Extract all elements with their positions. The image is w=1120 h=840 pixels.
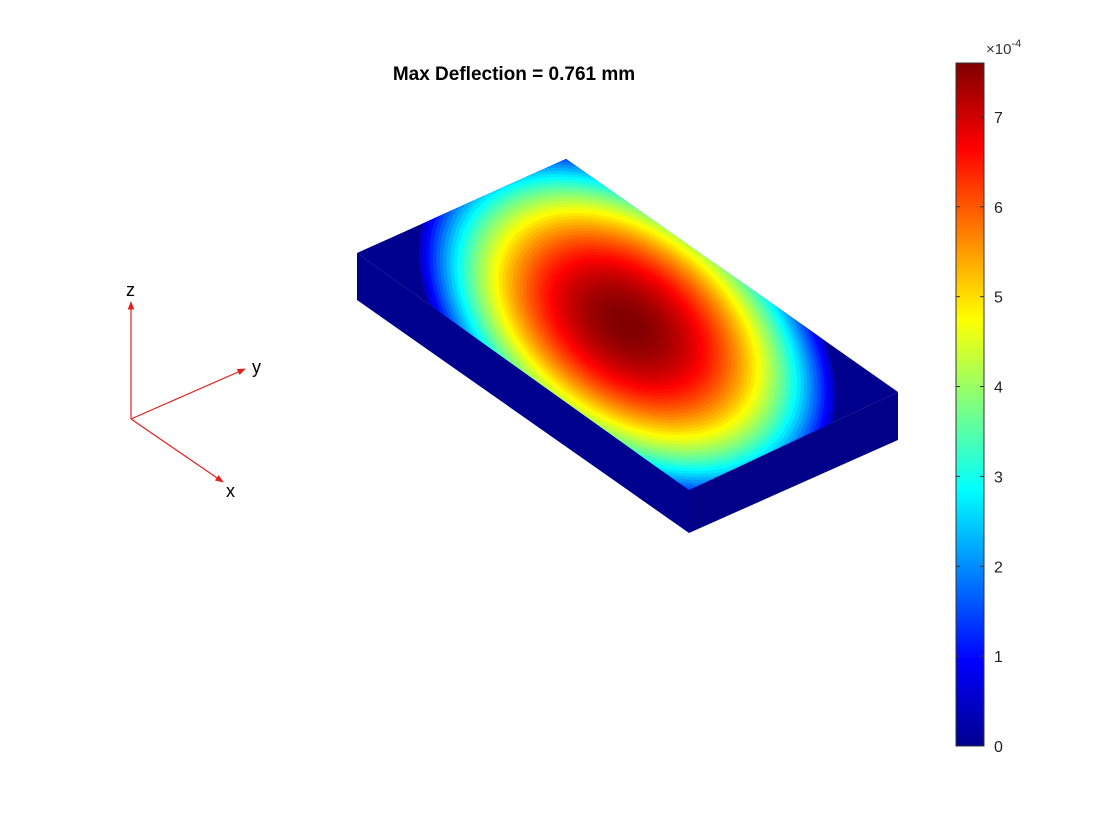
colorbar-exponent-power: -4 bbox=[1011, 38, 1021, 50]
colorbar-tick-label: 2 bbox=[994, 559, 1003, 576]
colorbar-exponent: ×10-4 bbox=[986, 38, 1021, 58]
colorbar-ticks: 0 1 2 3 4 5 6 7 bbox=[956, 110, 1003, 756]
colorbar-tick-label: 7 bbox=[994, 110, 1003, 127]
deflection-contour bbox=[623, 320, 631, 328]
plate-right-face bbox=[689, 392, 898, 533]
colorbar-tick-label: 3 bbox=[994, 469, 1003, 486]
plate-front-face bbox=[357, 253, 689, 533]
colorbar-tick-label: 1 bbox=[994, 649, 1003, 666]
colorbar-tick-label: 4 bbox=[994, 380, 1003, 397]
colorbar-tick-label: 0 bbox=[994, 739, 1003, 756]
colorbar-exponent-base: ×10 bbox=[986, 41, 1011, 58]
triad-y-arrow bbox=[130, 368, 246, 420]
triad-z-label: z bbox=[126, 280, 135, 300]
colorbar-tick-label: 6 bbox=[994, 200, 1003, 217]
triad-x-arrow bbox=[130, 418, 224, 483]
triad-y-label: y bbox=[252, 357, 261, 377]
axes-triad: z y x bbox=[126, 280, 261, 501]
colorbar: 0 1 2 3 4 5 6 7 ×10-4 bbox=[955, 38, 1021, 756]
triad-x-label: x bbox=[226, 481, 235, 501]
colorbar-bar bbox=[955, 62, 985, 747]
chart-title: Max Deflection = 0.761 mm bbox=[393, 64, 635, 85]
colorbar-tick-label: 5 bbox=[994, 290, 1003, 307]
